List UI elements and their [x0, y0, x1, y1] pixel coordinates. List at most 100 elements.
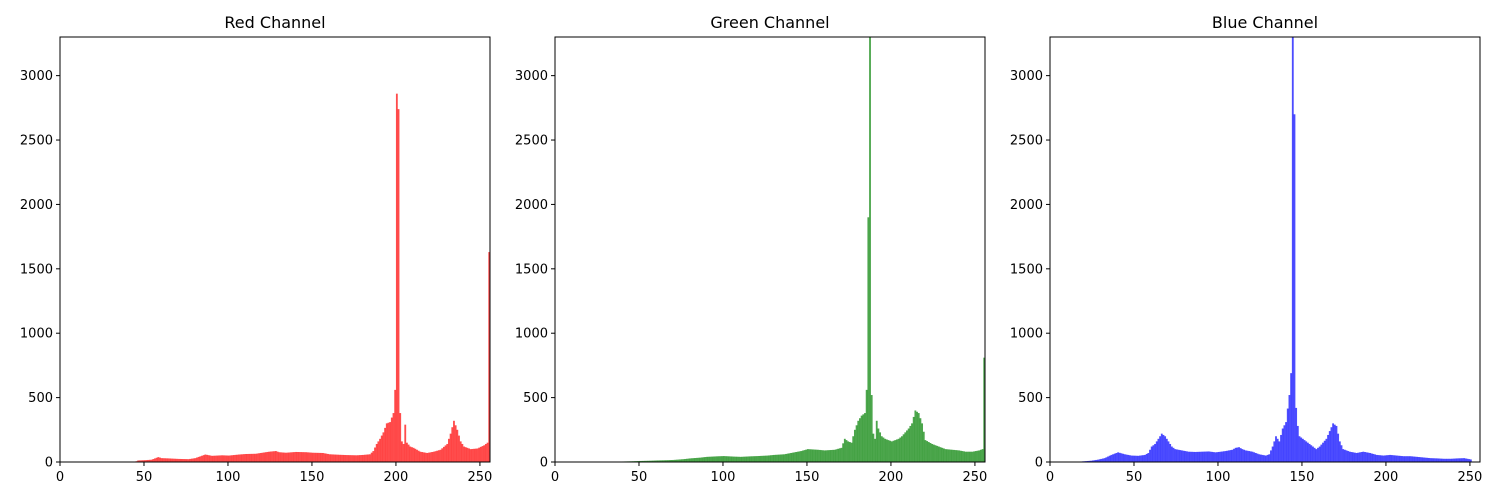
histogram-bar — [308, 452, 311, 462]
histogram-bar — [770, 455, 772, 462]
histogram-bar — [236, 454, 239, 462]
histogram-bar — [686, 458, 688, 462]
histogram-bar — [1315, 449, 1318, 462]
histogram-bar — [667, 460, 670, 462]
histogram-bar — [662, 460, 665, 462]
histogram-bar — [199, 456, 202, 462]
histogram-bar — [1100, 458, 1103, 462]
histogram-bar — [702, 457, 705, 462]
y-tick-label: 2000 — [1010, 198, 1043, 213]
histogram-bar — [1426, 457, 1429, 462]
y-tick-label: 0 — [45, 456, 53, 471]
histogram-bar — [1288, 395, 1291, 462]
histogram-bar — [1285, 422, 1287, 462]
histogram-bar — [1165, 438, 1168, 462]
histogram-bar — [768, 455, 771, 462]
histogram-bar — [650, 460, 653, 462]
histogram-bar — [901, 436, 903, 462]
histogram-bar — [1306, 442, 1309, 462]
histogram-bar — [791, 452, 794, 462]
histogram-bar — [385, 423, 388, 462]
histogram-bar — [857, 420, 860, 462]
histogram-bar — [1154, 443, 1156, 462]
histogram-bar — [157, 457, 160, 462]
histogram-bar — [926, 441, 929, 462]
histogram-bar — [1412, 456, 1415, 462]
histogram-bar — [1179, 450, 1182, 462]
histogram-bar — [978, 450, 981, 462]
histogram-bar — [687, 458, 690, 462]
histogram-bar — [751, 456, 754, 462]
y-tick-label: 2000 — [515, 198, 548, 213]
histogram-bar — [709, 456, 712, 462]
histogram-bar — [932, 444, 935, 462]
histogram-bar — [448, 438, 450, 462]
y-tick-label: 2500 — [20, 134, 53, 149]
histogram-bar — [958, 450, 960, 462]
histogram-bar — [442, 446, 445, 462]
histogram-bar — [266, 451, 269, 462]
histogram-bar — [680, 459, 683, 462]
x-tick-label: 250 — [1458, 470, 1483, 485]
histogram-bar — [1290, 373, 1293, 462]
histogram-bar — [803, 450, 806, 462]
histogram-bar — [459, 441, 462, 462]
histogram-bar — [759, 455, 762, 462]
histogram-bar — [382, 432, 385, 462]
histogram-bar — [397, 109, 400, 462]
histogram-bar — [355, 455, 358, 462]
histogram-bar — [880, 436, 883, 462]
histogram-bar — [1414, 456, 1417, 462]
histogram-bar — [941, 447, 944, 462]
histogram-bar — [1286, 408, 1289, 462]
histogram-bar — [837, 448, 840, 462]
histogram-bar — [1108, 455, 1111, 462]
histogram-bar — [1364, 452, 1366, 462]
histogram-bar — [1375, 454, 1378, 462]
histogram-bar — [1191, 451, 1193, 462]
histogram-bar — [677, 459, 680, 462]
histogram-bar — [1266, 454, 1269, 462]
histogram-bar — [449, 433, 452, 462]
histogram-bar — [884, 438, 887, 462]
histogram-bar — [216, 455, 219, 462]
histogram-bar — [1367, 452, 1370, 462]
histogram-bar — [1135, 455, 1138, 462]
histogram-bar — [1155, 441, 1158, 462]
histogram-bar — [1390, 455, 1393, 462]
histogram-bar — [1458, 458, 1460, 462]
histogram-bar — [439, 449, 442, 462]
histogram-bar — [271, 451, 274, 462]
histogram-bar — [879, 432, 882, 462]
histogram-bar — [1283, 425, 1286, 462]
y-tick-label: 1000 — [1010, 327, 1043, 342]
histogram-bar — [466, 447, 469, 462]
histogram-bar — [291, 452, 294, 462]
histogram-bar — [1256, 453, 1259, 462]
histogram-bar — [1097, 459, 1099, 462]
histogram-bar — [684, 458, 687, 462]
histogram-bar — [966, 451, 969, 462]
histogram-bar — [974, 451, 977, 462]
histogram-bar — [1469, 459, 1472, 462]
histogram-bar — [716, 456, 719, 462]
histogram-bar — [1258, 454, 1261, 462]
histogram-bar — [1217, 451, 1220, 462]
histogram-bar — [244, 454, 247, 462]
histogram-bar — [1342, 449, 1345, 462]
histogram-bar — [298, 452, 301, 462]
histogram-bar — [778, 454, 781, 462]
x-tick-label: 250 — [468, 470, 493, 485]
histogram-bar — [674, 459, 677, 462]
histogram-bar — [246, 453, 249, 462]
histogram-bar — [1219, 451, 1222, 462]
histogram-bar — [1115, 452, 1118, 462]
histogram-bar — [696, 457, 698, 462]
histogram-bar — [840, 447, 843, 462]
histogram-bar — [1194, 451, 1197, 462]
histogram-bar — [657, 460, 660, 462]
histogram-bar — [404, 424, 407, 462]
histogram-bar — [934, 445, 937, 462]
